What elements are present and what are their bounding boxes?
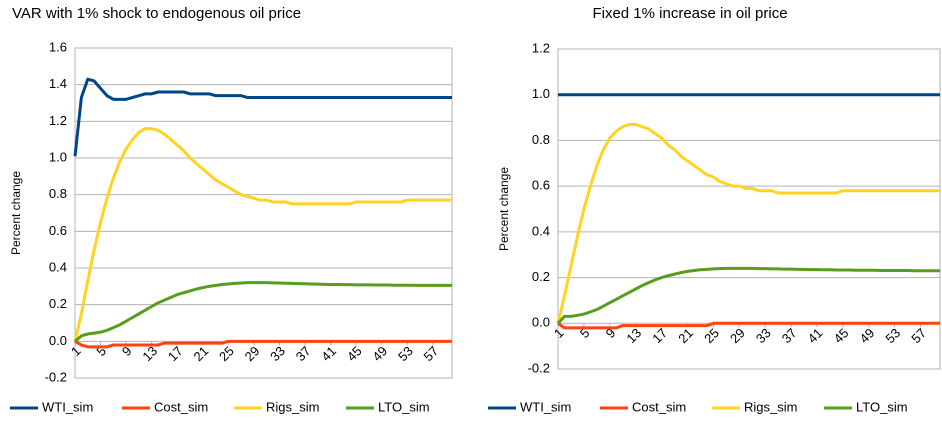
y-tick-label: 1.2 — [532, 40, 550, 55]
data-line — [73, 77, 452, 157]
y-tick-label: 0.2 — [49, 296, 67, 311]
x-tick-label: 25 — [216, 343, 237, 364]
legend-label: WTI_sim — [520, 399, 571, 414]
plot-frame — [557, 48, 941, 370]
y-tick-label: -0.2 — [528, 360, 550, 375]
legend-label: WTI_sim — [42, 399, 93, 414]
x-tick-label: 13 — [623, 325, 644, 346]
x-tick-label: 17 — [649, 325, 670, 346]
chart-title: Fixed 1% increase in oil price — [592, 5, 787, 22]
y-tick-label: 0.0 — [49, 333, 67, 348]
x-tick-label: 53 — [882, 325, 903, 346]
x-tick-label: 33 — [753, 325, 774, 346]
x-tick-label: 49 — [856, 325, 877, 346]
legend-label: LTO_sim — [856, 399, 908, 414]
y-tick-label: 1.4 — [49, 76, 67, 91]
y-tick-label: 1.0 — [49, 149, 67, 164]
y-tick-label: 0.8 — [49, 186, 67, 201]
x-tick-label: 37 — [779, 325, 800, 346]
data-line — [556, 122, 940, 324]
x-tick-label: 29 — [727, 325, 748, 346]
data-line — [74, 339, 452, 349]
y-tick-label: -0.2 — [45, 369, 67, 384]
y-axis-title: Percent change — [497, 167, 511, 251]
y-tick-label: 0.4 — [532, 223, 550, 238]
legend-label: Rigs_sim — [266, 399, 319, 414]
y-tick-label: 0.6 — [49, 223, 67, 238]
x-tick-label: 45 — [831, 325, 852, 346]
data-line — [556, 266, 940, 325]
x-tick-label: 41 — [318, 343, 339, 364]
x-tick-label: 53 — [395, 343, 416, 364]
x-tick-label: 57 — [908, 325, 929, 346]
legend-label: Cost_sim — [154, 399, 208, 414]
y-axis-title: Percent change — [9, 171, 23, 255]
legend-label: Cost_sim — [632, 399, 686, 414]
y-tick-label: 0.8 — [532, 132, 550, 147]
y-tick-label: 1.6 — [49, 39, 67, 54]
data-line — [557, 321, 940, 330]
x-tick-label: 49 — [369, 343, 390, 364]
legend-label: LTO_sim — [378, 399, 430, 414]
x-tick-label: 29 — [242, 343, 263, 364]
x-tick-label: 45 — [344, 343, 365, 364]
y-tick-label: 0.4 — [49, 259, 67, 274]
legend-label: Rigs_sim — [744, 399, 797, 414]
x-tick-label: 17 — [165, 343, 186, 364]
x-tick-label: 57 — [421, 343, 442, 364]
data-line — [74, 281, 452, 343]
data-line — [73, 127, 452, 342]
x-tick-label: 25 — [701, 325, 722, 346]
x-tick-label: 33 — [267, 343, 288, 364]
y-tick-label: 0.6 — [532, 178, 550, 193]
x-tick-label: 21 — [675, 325, 696, 346]
x-tick-label: 37 — [293, 343, 314, 364]
x-tick-label: 21 — [191, 343, 212, 364]
x-tick-label: 41 — [805, 325, 826, 346]
y-tick-label: 0.2 — [532, 269, 550, 284]
y-tick-label: 1.2 — [49, 113, 67, 128]
chart-title: VAR with 1% shock to endogenous oil pric… — [12, 5, 301, 22]
y-tick-label: 0.0 — [532, 315, 550, 330]
y-tick-label: 1.0 — [532, 86, 550, 101]
